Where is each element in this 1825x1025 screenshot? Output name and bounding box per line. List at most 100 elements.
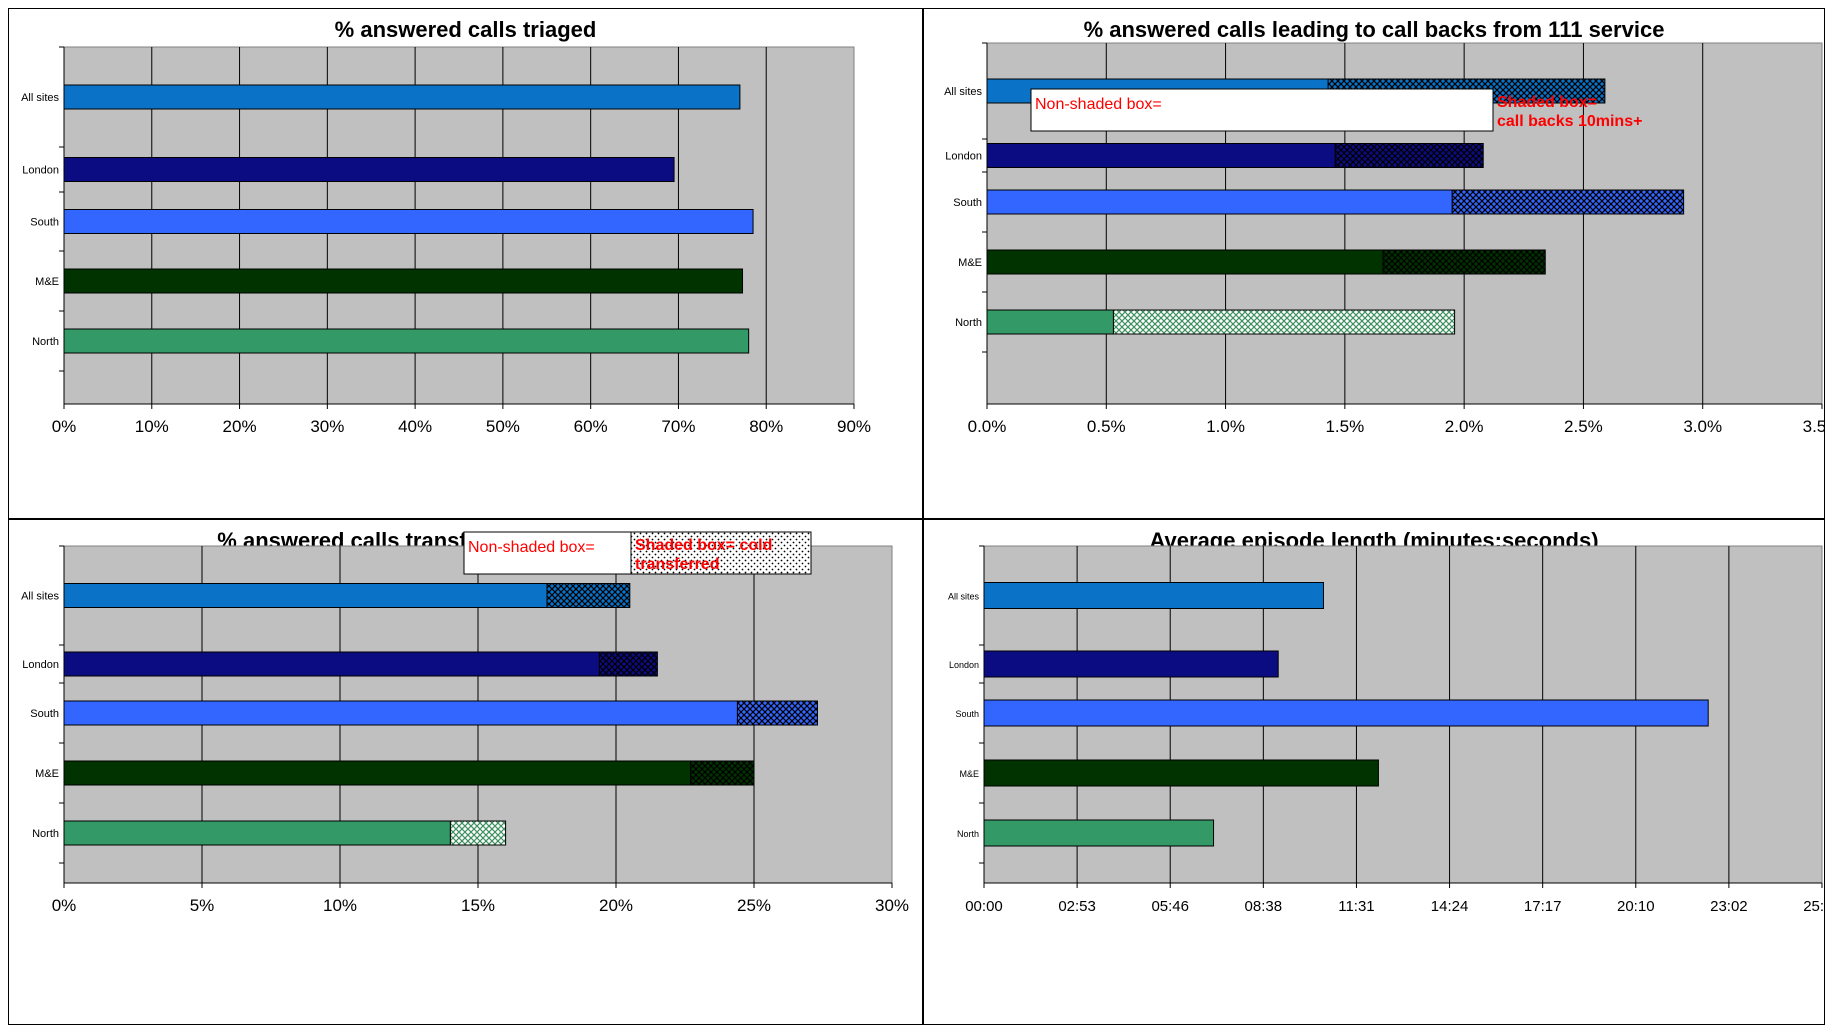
bar [63, 209, 754, 234]
category-label: M&E [958, 257, 982, 269]
annotation-shaded-label: Shaded box= cold [635, 537, 772, 554]
bar [63, 268, 744, 294]
x-tick-label: 1.5% [1325, 417, 1364, 436]
bar [63, 760, 692, 786]
x-tick-label: 17:17 [1524, 898, 1562, 915]
x-tick-label: 25% [737, 896, 771, 915]
category-label: All sites [21, 591, 59, 603]
category-label: All sites [21, 92, 59, 104]
bar-shaded-segment [598, 651, 658, 677]
category-label: M&E [35, 276, 59, 288]
x-tick-label: 80% [749, 417, 783, 436]
category-label: South [953, 197, 982, 209]
chart-panel-call-backs: % answered calls leading to call backs f… [923, 8, 1825, 519]
category-label: London [949, 660, 979, 670]
bar [986, 143, 1336, 168]
bar-shaded-segment [1451, 189, 1685, 215]
bar [63, 84, 741, 110]
category-label: M&E [35, 768, 59, 780]
category-label: North [32, 336, 59, 348]
category-label: London [22, 165, 59, 177]
bar [983, 582, 1324, 609]
bar-shaded-segment [736, 700, 818, 726]
x-tick-label: 11:31 [1338, 898, 1374, 915]
x-tick-label: 08:38 [1245, 898, 1283, 915]
annotation-shaded-label: Shaded box= [1497, 94, 1597, 111]
x-tick-label: 3.0% [1683, 417, 1722, 436]
x-tick-label: 2.5% [1564, 417, 1603, 436]
x-tick-label: 30% [875, 896, 909, 915]
bar [63, 700, 738, 726]
bar-shaded-segment [546, 583, 631, 608]
bar [983, 819, 1215, 847]
x-tick-label: 70% [661, 417, 695, 436]
x-tick-label: 25:55 [1803, 898, 1825, 915]
category-label: South [30, 708, 59, 720]
x-tick-label: 20:10 [1617, 898, 1655, 915]
bar-shaded-segment [1334, 143, 1484, 168]
annotation-shaded-box [630, 531, 812, 575]
bar-shaded-segment [1112, 309, 1456, 335]
bar [983, 650, 1279, 678]
bar-shaded-segment [449, 820, 507, 846]
chart-panel-clinical-advisor: % answered calls transferred to clinical… [8, 519, 923, 1025]
chart-title: % answered calls leading to call backs f… [1083, 17, 1665, 42]
chart-plot: 0% 10% 20% 30% 40% 50% 60% 70% 80% 90% All sites Lo… [21, 46, 871, 436]
x-tick-label: 40% [398, 417, 432, 436]
chart-title: % answered calls triaged [334, 17, 597, 42]
x-tick-label: 00:00 [965, 898, 1003, 915]
category-label: All sites [948, 592, 980, 602]
bar [986, 189, 1453, 215]
x-tick-label: 02:53 [1058, 898, 1096, 915]
chart-plot: 00:00 02:53 05:46 08:38 11:31 14:24 17:17 20:10… [948, 545, 1825, 915]
x-tick-label: 15% [461, 896, 495, 915]
annotation-plain-label: Non-shaded box= [468, 539, 595, 556]
annotation-shaded-label: call backs 10mins+ [1497, 113, 1642, 130]
category-label: North [32, 828, 59, 840]
x-tick-label: 50% [486, 417, 520, 436]
x-tick-label: 05:46 [1151, 898, 1189, 915]
category-label: London [945, 151, 982, 163]
category-label: South [955, 709, 979, 719]
bar [986, 309, 1114, 335]
bar [986, 249, 1384, 275]
x-tick-label: 20% [599, 896, 633, 915]
x-tick-label: 1.0% [1206, 417, 1245, 436]
bar [63, 583, 548, 608]
x-tick-label: 3.5% [1803, 417, 1825, 436]
category-label: All sites [944, 86, 982, 98]
x-tick-label: 10% [135, 417, 169, 436]
chart-panel-triaged: % answered calls triaged 0% 10% 20% 30% 40% 5… [8, 8, 923, 519]
chart-plot: 0.0% 0.5% 1.0% 1.5% 2.0% 2.5% 3.0% 3.5% All site… [944, 42, 1825, 436]
bar [63, 328, 750, 354]
bar [63, 820, 451, 846]
bar-shaded-segment [1382, 249, 1546, 275]
annotation-plain-box [463, 531, 632, 575]
x-tick-label: 14:24 [1431, 898, 1469, 915]
chart-panel-episode-length: Average episode length (minutes:seconds)… [923, 519, 1825, 1025]
x-tick-label: 0.0% [968, 417, 1007, 436]
bar [983, 759, 1379, 787]
x-tick-label: 60% [574, 417, 608, 436]
category-label: London [22, 659, 59, 671]
category-label: M&E [959, 769, 979, 779]
chart-plot: 0% 5% 10% 15% 20% 25% 30% All sites London South M… [21, 531, 909, 915]
x-tick-label: 20% [223, 417, 257, 436]
bar [983, 699, 1709, 727]
bar-shaded-segment [690, 760, 755, 786]
x-tick-label: 0.5% [1087, 417, 1126, 436]
bar [63, 157, 675, 182]
annotation-shaded-label: transferred [635, 556, 719, 573]
category-label: South [30, 217, 59, 229]
x-tick-label: 0% [52, 417, 77, 436]
annotation-box: Non-shaded box= Shaded box= cold transferr… [463, 531, 812, 575]
x-tick-label: 0% [52, 896, 77, 915]
x-tick-label: 30% [310, 417, 344, 436]
annotation-plain-box [1030, 88, 1494, 132]
x-tick-label: 10% [323, 896, 357, 915]
bar [63, 651, 600, 677]
category-label: North [957, 829, 979, 839]
x-tick-label: 2.0% [1445, 417, 1484, 436]
x-tick-label: 90% [837, 417, 871, 436]
x-tick-label: 5% [190, 896, 215, 915]
